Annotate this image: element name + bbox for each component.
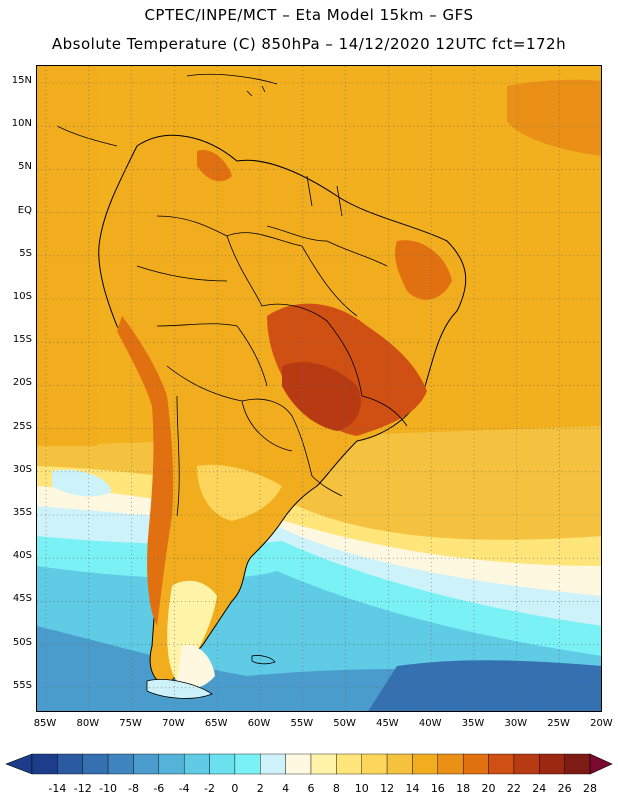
colorbar-swatch	[488, 753, 515, 775]
title-line-2: Absolute Temperature (C) 850hPa – 14/12/…	[51, 35, 567, 53]
lat-label: 50S	[12, 636, 32, 648]
colorbar-tick-label: 8	[332, 782, 340, 795]
colorbar-tick-label: -4	[178, 782, 190, 795]
colorbar-swatch	[285, 753, 312, 775]
lon-label: 65W	[204, 718, 228, 729]
colorbar-swatch	[539, 753, 565, 775]
lon-label: 70W	[162, 718, 185, 729]
lat-label: 5N	[18, 161, 32, 173]
colorbar-swatch	[133, 753, 160, 775]
colorbar-tick-label: -2	[204, 782, 216, 795]
colorbar-tick-label: 20	[481, 782, 496, 795]
title-line-1: CPTEC/INPE/MCT – Eta Model 15km – GFS	[144, 6, 474, 24]
colorbar-tick-label: 22	[506, 782, 521, 795]
colorbar-min-arrow	[5, 753, 33, 775]
colorbar-tick-label: -6	[153, 782, 165, 795]
colorbar	[5, 753, 613, 775]
colorbar-swatch	[437, 753, 464, 775]
colorbar-swatch	[82, 753, 109, 775]
colorbar-tick-label: -14	[48, 782, 67, 795]
lon-label: 30W	[504, 718, 528, 729]
colorbar-tick-label: -10	[99, 782, 118, 795]
lat-label: 35S	[12, 507, 32, 518]
colorbar-swatch	[513, 753, 540, 775]
colorbar-swatch	[107, 753, 134, 775]
colorbar-tick-label: 14	[405, 782, 420, 795]
colorbar-tick-label: 10	[354, 782, 369, 795]
lon-label: 60W	[247, 718, 271, 729]
lon-label: 40W	[418, 718, 442, 729]
lat-label: 40S	[12, 550, 32, 562]
colorbar-swatch	[260, 753, 286, 775]
colorbar-swatch	[31, 753, 58, 775]
cold-patch-pacific	[52, 469, 112, 497]
hot-northeast	[395, 240, 452, 300]
lat-label: 15N	[11, 75, 32, 86]
colorbar-swatch	[564, 753, 591, 775]
colorbar-tick-label: 26	[557, 782, 572, 795]
lon-label: 55W	[290, 718, 314, 729]
colorbar-swatch	[386, 753, 413, 775]
colorbar-tick-label: 0	[231, 782, 239, 795]
colorbar-max-arrow	[589, 753, 613, 775]
colorbar-tick-label: 18	[456, 782, 471, 795]
colorbar-tick-label: 28	[583, 782, 597, 795]
hot-core-brazil-inner	[282, 362, 361, 431]
colorbar-swatch	[361, 753, 388, 775]
colorbar-swatch	[57, 753, 83, 775]
colorbar-tick-label: 24	[532, 782, 547, 795]
lon-label: 25W	[547, 718, 570, 729]
colorbar-swatch	[310, 753, 337, 775]
lat-label: 20S	[12, 377, 32, 389]
lon-label: 75W	[119, 718, 142, 729]
lat-label: 25S	[12, 420, 32, 432]
andes-ridge	[117, 316, 174, 626]
lon-label: 35W	[461, 718, 485, 729]
lon-label: 45W	[376, 718, 399, 729]
lat-label: 5S	[19, 247, 32, 259]
warm-patch-atlantic	[507, 79, 601, 156]
lon-label: 80W	[76, 718, 100, 729]
colorbar-swatch	[183, 753, 210, 775]
temperature-map	[36, 65, 602, 712]
colorbar-tick-label: -8	[127, 782, 139, 795]
country-borders	[136, 175, 408, 517]
colorbar-tick-label: 4	[282, 782, 290, 795]
lat-label: 55S	[12, 679, 32, 691]
colorbar-tick-label: -12	[73, 782, 92, 795]
lat-label: EQ	[17, 204, 32, 216]
lon-label: 85W	[33, 718, 57, 729]
colorbar-swatch	[412, 753, 439, 775]
map-canvas	[37, 66, 601, 711]
colorbar-swatch	[209, 753, 236, 775]
colorbar-swatch	[234, 753, 261, 775]
colorbar-swatch	[336, 753, 362, 775]
lat-label: 30S	[12, 463, 32, 475]
colorbar-swatch	[462, 753, 489, 775]
lon-label: 20W	[590, 718, 613, 729]
temp-band-m8	[368, 660, 601, 711]
colorbar-swatch	[158, 753, 185, 775]
colorbar-tick-label: 6	[307, 782, 315, 795]
lon-label: 50W	[333, 718, 356, 729]
lat-label: 15S	[12, 334, 32, 346]
lat-label: 10S	[12, 291, 32, 302]
lat-label: 45S	[12, 593, 32, 605]
colorbar-tick-label: 16	[430, 782, 445, 795]
colorbar-tick-label: 2	[256, 782, 264, 795]
lat-label: 10N	[11, 118, 32, 130]
colorbar-tick-label: 12	[380, 782, 395, 795]
